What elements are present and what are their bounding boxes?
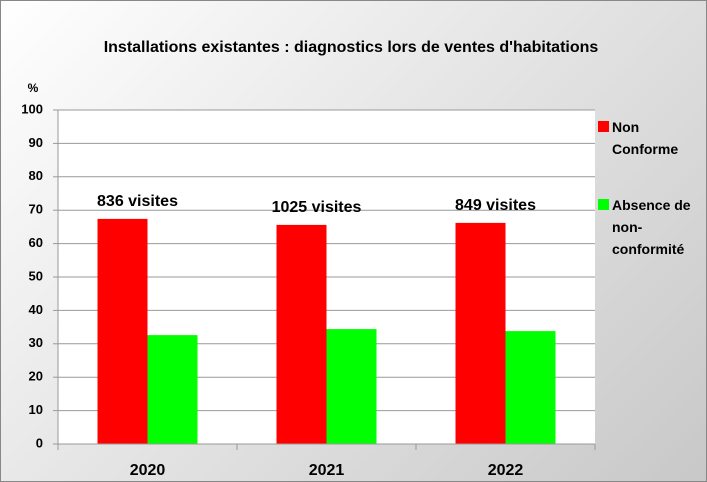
legend-swatch (598, 199, 609, 210)
y-tick-label: 10 (29, 402, 43, 417)
y-tick-label: 100 (21, 101, 43, 116)
y-tick-label: 40 (29, 302, 43, 317)
y-tick-label: 70 (29, 202, 43, 217)
y-tick-label: 50 (29, 268, 43, 283)
chart-title: Installations existantes : diagnostics l… (104, 39, 599, 56)
bar (147, 335, 198, 444)
legend-item: Absence de non-conformité (598, 194, 703, 260)
legend-label: Non Conforme (612, 119, 679, 157)
y-tick-label: 80 (29, 168, 43, 183)
legend-label: Absence de non-conformité (612, 197, 691, 257)
x-tick-label: 2020 (130, 462, 166, 479)
bar (326, 329, 377, 444)
bar (276, 224, 327, 444)
y-axis-label: % (28, 81, 39, 95)
x-tick-label: 2021 (309, 462, 345, 479)
y-tick-label: 20 (29, 369, 43, 384)
y-tick-label: 0 (36, 435, 43, 450)
y-tick-label: 30 (29, 335, 43, 350)
legend-swatch (598, 121, 609, 132)
annotation: 836 visites (97, 193, 178, 210)
x-tick-label: 2022 (488, 462, 524, 479)
y-tick-label: 90 (29, 135, 43, 150)
y-tick-label: 60 (29, 235, 43, 250)
annotation: 1025 visites (272, 199, 362, 216)
legend-item: Non Conforme (598, 116, 703, 160)
bar (455, 222, 506, 444)
annotation: 849 visites (455, 197, 536, 214)
bar (505, 331, 556, 444)
bar (97, 218, 148, 444)
